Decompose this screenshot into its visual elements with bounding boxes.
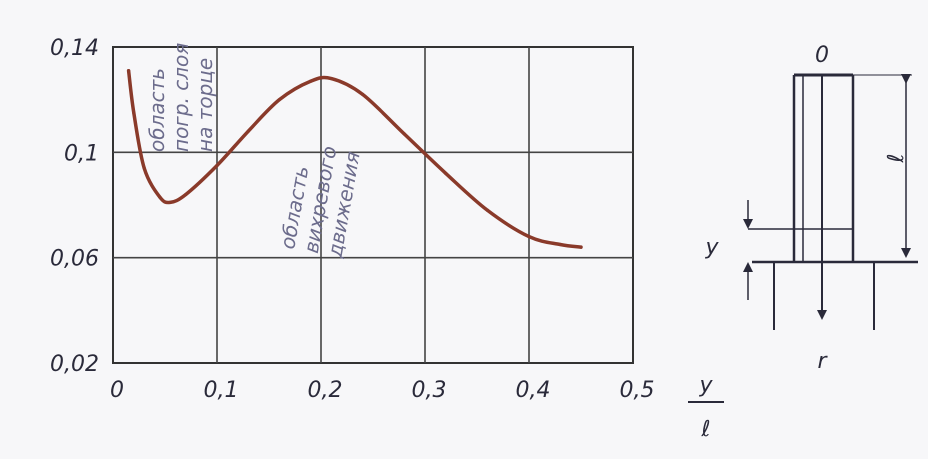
diagram-top-label: 0	[815, 43, 829, 68]
x-axis-label-numerator: y	[698, 373, 713, 398]
data-point	[485, 208, 489, 212]
x-tick-label: 0,1	[204, 378, 239, 403]
annotation-vortex-motion: область вихревого движения	[275, 144, 364, 260]
y-dimension-label: y	[704, 235, 719, 260]
y-tick-label: 0,02	[50, 352, 99, 377]
length-label: ℓ	[884, 153, 909, 163]
x-tick-labels: 0 0,1 0,2 0,3 0,4 0,5	[110, 378, 655, 403]
radial-label: r	[817, 349, 828, 374]
data-point	[184, 192, 188, 197]
annotation-boundary-layer: область погр. слоя на торце	[145, 43, 217, 152]
x-axis-label: y ℓ	[688, 373, 724, 442]
data-point	[527, 235, 531, 239]
y-tick-label: 0,06	[50, 247, 99, 272]
geometry-sketch: 0 ℓ y r	[704, 43, 918, 374]
x-tick-label: 0,5	[620, 378, 655, 403]
series-group	[126, 68, 583, 249]
series-line	[126, 68, 583, 249]
annotation-boundary-layer-line-3: на торце	[193, 58, 217, 152]
data-point	[402, 132, 406, 136]
annotation-boundary-layer-line-1: область	[145, 68, 169, 152]
data-point	[215, 163, 219, 168]
x-tick-label: 0,2	[308, 378, 343, 403]
grid-lines	[113, 47, 633, 363]
data-point	[361, 92, 365, 96]
data-point	[127, 69, 131, 73]
x-tick-label: 0	[110, 378, 124, 403]
y-tick-label: 0,14	[50, 36, 99, 61]
y-tick-label: 0,1	[64, 141, 99, 166]
data-point	[579, 245, 583, 249]
data-point	[329, 77, 333, 81]
data-point	[444, 171, 448, 175]
data-point	[132, 111, 136, 115]
data-point	[168, 200, 172, 204]
data-point	[246, 129, 250, 133]
x-axis-label-denominator: ℓ	[700, 417, 710, 442]
plot-frame	[112, 46, 634, 364]
line-chart: 0,02 0,06 0,1 0,14 0 0,1 0,2 0,3 0,4 0,5 y ℓ обл…	[50, 36, 724, 442]
data-point	[277, 98, 281, 102]
annotation-boundary-layer-line-2: погр. слоя	[169, 43, 193, 152]
data-point	[309, 79, 313, 83]
y-tick-labels: 0,02 0,06 0,1 0,14	[50, 36, 99, 377]
x-tick-label: 0,4	[516, 378, 551, 403]
data-point	[558, 242, 562, 247]
x-tick-label: 0,3	[412, 378, 447, 403]
data-point	[158, 195, 162, 199]
data-point	[142, 166, 146, 170]
